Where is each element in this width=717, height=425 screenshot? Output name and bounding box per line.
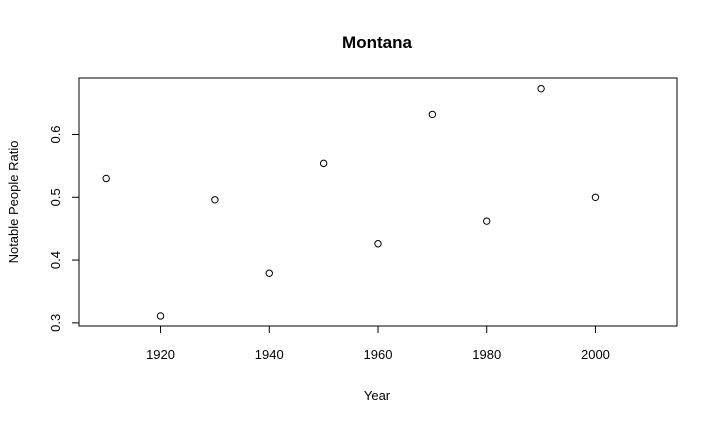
- y-tick-label: 0.4: [48, 251, 63, 269]
- y-axis: 0.3 0.4 0.5 0.6: [48, 125, 80, 332]
- y-tick-label: 0.5: [48, 188, 63, 206]
- data-point: [211, 196, 219, 204]
- data-point: [265, 269, 273, 277]
- data-point: [428, 110, 437, 119]
- data-point: [374, 240, 382, 248]
- x-tick-label: 1960: [364, 347, 393, 362]
- data-points: [102, 84, 600, 320]
- y-tick-label: 0.3: [48, 314, 63, 332]
- x-axis-label: Year: [364, 388, 391, 403]
- x-tick-label: 1940: [255, 347, 284, 362]
- data-point: [319, 159, 328, 168]
- x-axis: 1920 1940 1960 1980 2000: [146, 325, 610, 362]
- x-tick-label: 1920: [146, 347, 175, 362]
- data-point: [483, 217, 491, 225]
- data-point: [102, 174, 110, 183]
- x-tick-label: 1980: [472, 347, 501, 362]
- chart-title: Montana: [342, 33, 412, 52]
- y-axis-label: Notable People Ratio: [6, 141, 21, 264]
- plot-frame: [78, 77, 678, 327]
- data-point: [591, 193, 600, 201]
- x-tick-label: 2000: [581, 347, 610, 362]
- data-point: [156, 312, 165, 320]
- data-point: [537, 84, 545, 93]
- y-tick-label: 0.6: [48, 125, 63, 143]
